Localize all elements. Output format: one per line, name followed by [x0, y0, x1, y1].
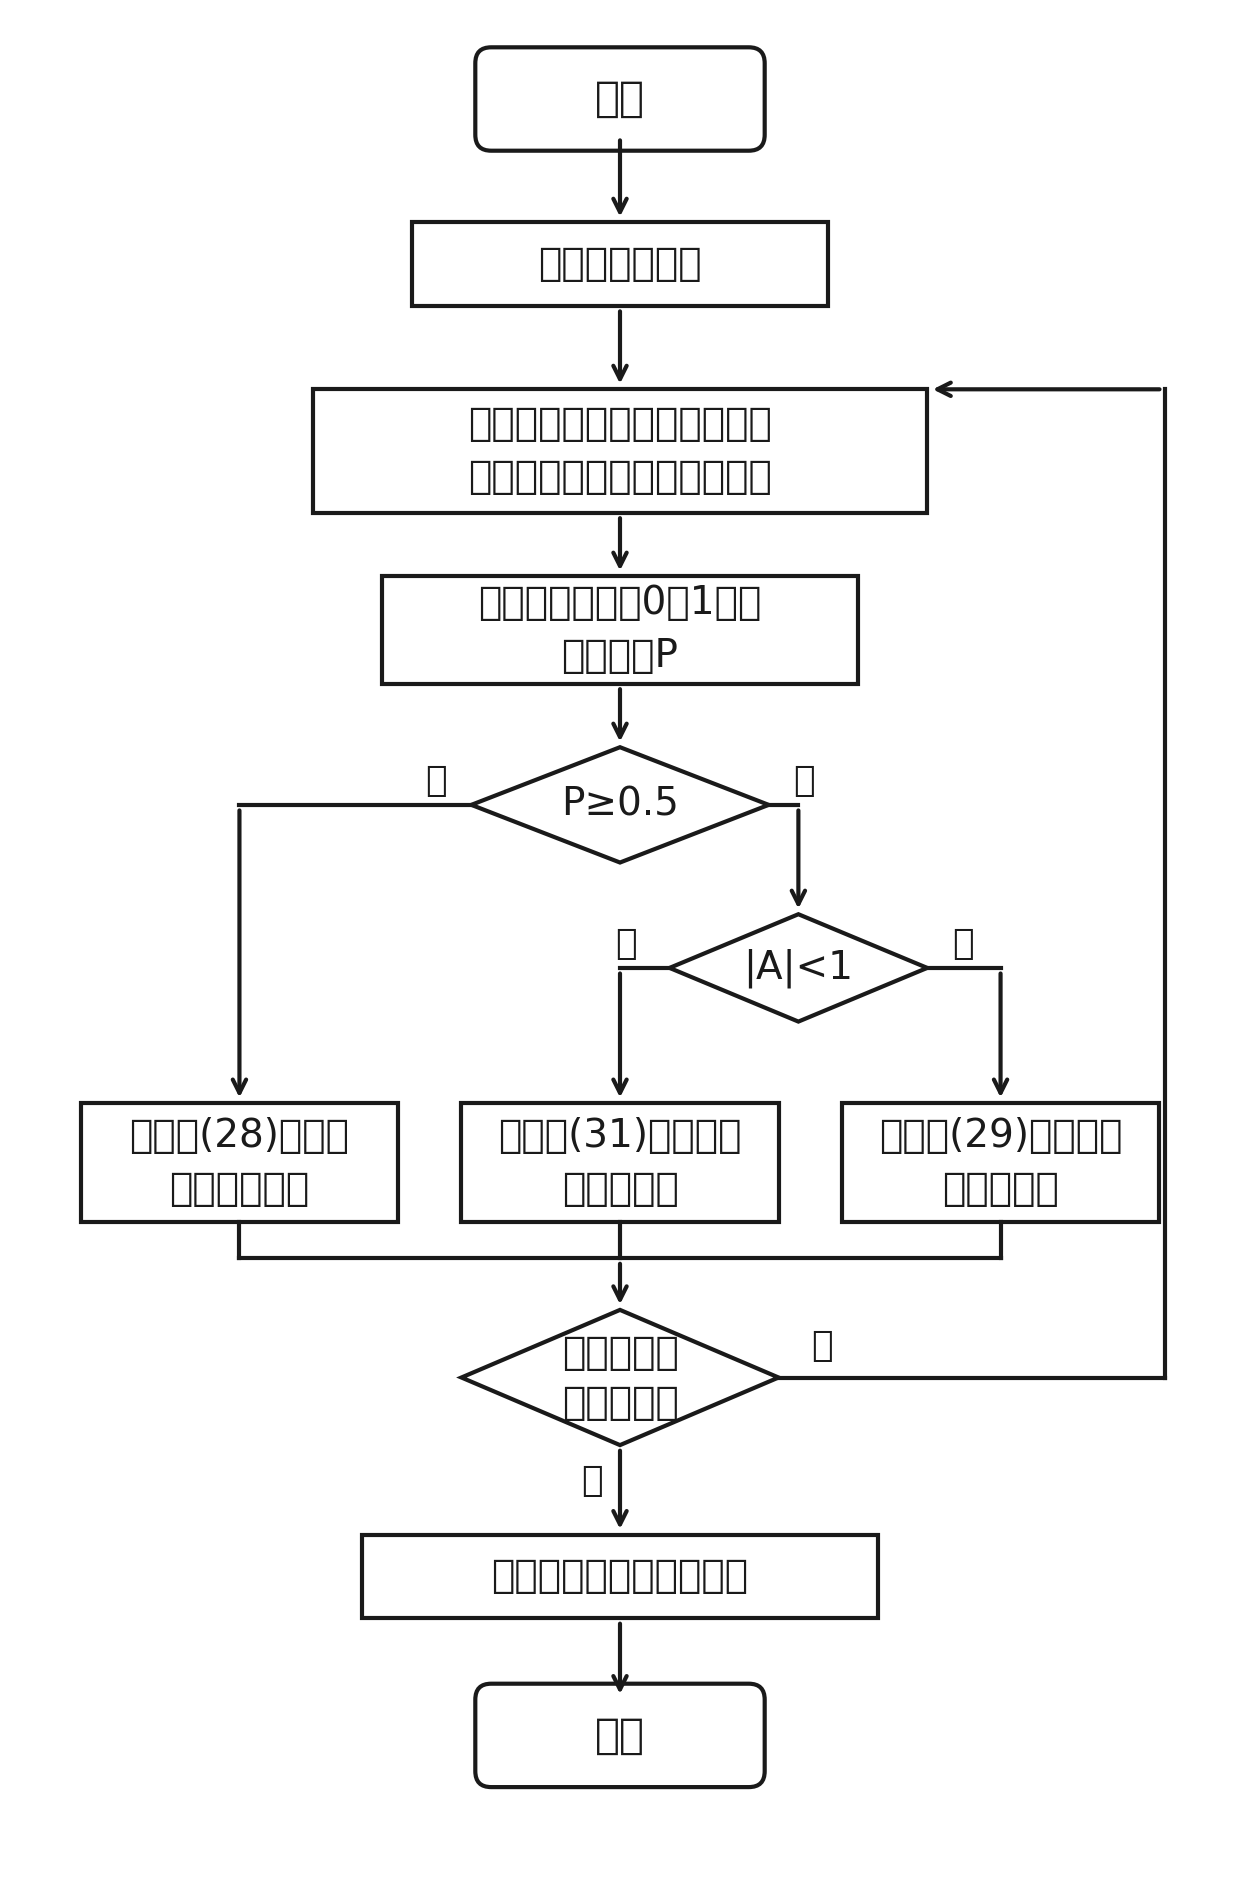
- Polygon shape: [461, 1310, 779, 1445]
- Text: 随机产生一个（0，1）间
的随机数P: 随机产生一个（0，1）间 的随机数P: [479, 585, 761, 676]
- FancyBboxPatch shape: [81, 1102, 398, 1222]
- Text: 否: 否: [811, 1329, 833, 1363]
- FancyBboxPatch shape: [842, 1102, 1159, 1222]
- Text: 开始: 开始: [595, 78, 645, 120]
- FancyBboxPatch shape: [382, 577, 858, 684]
- Text: 根据式(31)更新下一
代个体位置: 根据式(31)更新下一 代个体位置: [498, 1118, 742, 1209]
- Text: |A|<1: |A|<1: [744, 948, 853, 988]
- FancyBboxPatch shape: [475, 1683, 765, 1788]
- FancyBboxPatch shape: [362, 1535, 878, 1618]
- Text: 返回最优适应度值和位置: 返回最优适应度值和位置: [491, 1557, 749, 1596]
- FancyBboxPatch shape: [312, 388, 928, 512]
- FancyBboxPatch shape: [461, 1102, 779, 1222]
- Polygon shape: [471, 746, 769, 863]
- Text: P≥0.5: P≥0.5: [560, 786, 680, 824]
- FancyBboxPatch shape: [412, 223, 828, 307]
- Text: 是否达到最
大迭代次数: 是否达到最 大迭代次数: [562, 1333, 678, 1422]
- Text: 结束: 结束: [595, 1714, 645, 1755]
- Text: 根据式(28)更新下
一代个体位置: 根据式(28)更新下 一代个体位置: [129, 1118, 350, 1209]
- Text: 否: 否: [615, 927, 637, 962]
- Text: 是: 是: [582, 1464, 603, 1498]
- Text: 否: 否: [425, 764, 446, 798]
- Text: 初始化算法参数: 初始化算法参数: [538, 246, 702, 284]
- Text: 是: 是: [794, 764, 815, 798]
- Text: 根据式(29)更新下一
代个体位置: 根据式(29)更新下一 代个体位置: [879, 1118, 1122, 1209]
- Polygon shape: [670, 914, 928, 1022]
- Text: 计算个体的适应度值，选出种
群适应度值最小的个体及位置: 计算个体的适应度值，选出种 群适应度值最小的个体及位置: [467, 406, 773, 497]
- FancyBboxPatch shape: [475, 48, 765, 150]
- Text: 是: 是: [952, 927, 973, 962]
